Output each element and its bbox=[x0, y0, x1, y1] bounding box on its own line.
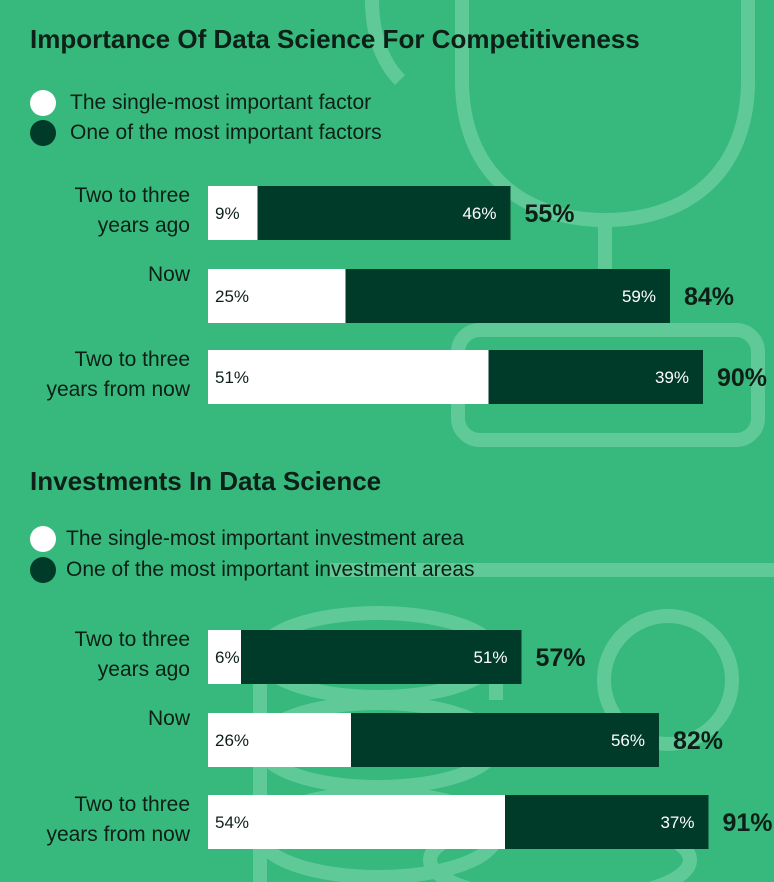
bar-row: Now 25% 59% 84% bbox=[148, 263, 734, 323]
legend-swatch-dark bbox=[30, 120, 56, 146]
bar-segment-single-most bbox=[208, 350, 489, 404]
bar-row: Two to three years ago 6% 51% 57% bbox=[74, 628, 586, 684]
section-investments: Investments In Data Science The single-m… bbox=[0, 452, 774, 882]
bar-row: Now 26% 56% 82% bbox=[148, 707, 723, 767]
category-label: Two to three bbox=[74, 348, 190, 371]
bar-row: Two to three years from now 54% 37% 91% bbox=[46, 793, 773, 849]
stacked-bar-chart-competitiveness: Two to three years ago 9% 46% 55% Now 25% 59% 84… bbox=[46, 184, 767, 404]
total-label: 57% bbox=[536, 644, 586, 672]
data-label-single-most: 54% bbox=[215, 813, 249, 832]
category-label: years ago bbox=[98, 214, 190, 237]
legend-swatch-white bbox=[30, 90, 56, 116]
legend-label: The single-most important factor bbox=[70, 91, 372, 114]
category-label: years from now bbox=[46, 378, 190, 401]
data-label-one-of-most: 37% bbox=[660, 813, 694, 832]
category-label: Two to three bbox=[74, 184, 190, 207]
section-competitiveness: Importance Of Data Science For Competiti… bbox=[0, 0, 774, 430]
legend-item-single-most: The single-most important investment are… bbox=[30, 526, 464, 552]
bar-segment-single-most bbox=[208, 269, 346, 323]
data-label-one-of-most: 46% bbox=[462, 204, 496, 223]
total-label: 84% bbox=[684, 283, 734, 311]
data-label-single-most: 9% bbox=[215, 204, 240, 223]
legend-item-single-most: The single-most important factor bbox=[30, 90, 371, 116]
bar-segment-single-most bbox=[208, 795, 505, 849]
category-label: Two to three bbox=[74, 628, 190, 651]
chart-title: Investments In Data Science bbox=[30, 466, 382, 496]
legend-label: The single-most important investment are… bbox=[66, 527, 465, 550]
data-label-single-most: 51% bbox=[215, 368, 249, 387]
data-label-single-most: 25% bbox=[215, 287, 249, 306]
bar-segment-one-of-most bbox=[488, 350, 703, 404]
legend-item-one-of-most: One of the most important factors bbox=[30, 120, 382, 146]
legend-label: One of the most important investment are… bbox=[66, 558, 475, 581]
total-label: 55% bbox=[525, 200, 575, 228]
data-label-one-of-most: 56% bbox=[611, 731, 645, 750]
chart-title: Importance Of Data Science For Competiti… bbox=[30, 24, 640, 54]
bar-segment-single-most bbox=[208, 713, 351, 767]
total-label: 90% bbox=[717, 364, 767, 392]
legend-swatch-dark bbox=[30, 557, 56, 583]
bar-segment-single-most bbox=[208, 630, 241, 684]
data-label-single-most: 6% bbox=[215, 648, 240, 667]
legend-label: One of the most important factors bbox=[70, 121, 382, 144]
bar-segment-one-of-most bbox=[505, 795, 709, 849]
total-label: 91% bbox=[723, 809, 773, 837]
data-label-single-most: 26% bbox=[215, 731, 249, 750]
category-label: Now bbox=[148, 707, 191, 730]
bar-row: Two to three years ago 9% 46% 55% bbox=[74, 184, 575, 240]
data-label-one-of-most: 39% bbox=[655, 368, 689, 387]
total-label: 82% bbox=[673, 727, 723, 755]
stacked-bar-chart-investments: Two to three years ago 6% 51% 57% Now 26% 56% 82… bbox=[46, 628, 773, 849]
bar-segment-one-of-most bbox=[241, 630, 522, 684]
bar-row: Two to three years from now 51% 39% 90% bbox=[46, 348, 767, 404]
category-label: Now bbox=[148, 263, 191, 286]
category-label: Two to three bbox=[74, 793, 190, 816]
data-label-one-of-most: 51% bbox=[473, 648, 507, 667]
bar-segment-single-most bbox=[208, 186, 258, 240]
bar-segment-one-of-most bbox=[351, 713, 659, 767]
data-label-one-of-most: 59% bbox=[622, 287, 656, 306]
bar-segment-one-of-most bbox=[345, 269, 670, 323]
legend-swatch-white bbox=[30, 526, 56, 552]
category-label: years from now bbox=[46, 823, 190, 846]
legend-item-one-of-most: One of the most important investment are… bbox=[30, 557, 475, 583]
bar-segment-one-of-most bbox=[257, 186, 511, 240]
category-label: years ago bbox=[98, 658, 190, 681]
